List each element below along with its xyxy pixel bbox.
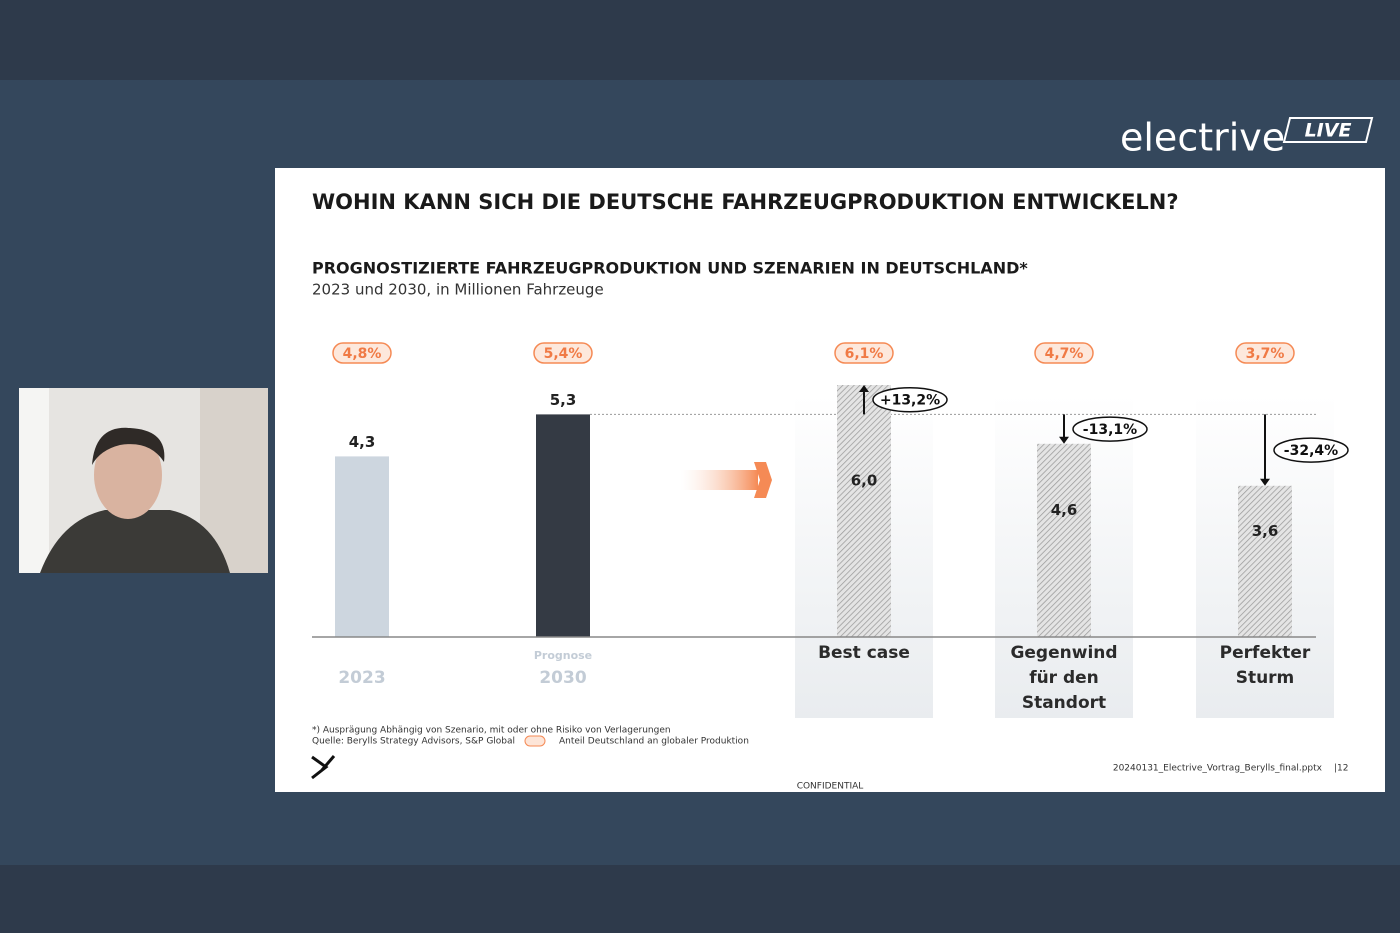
value-label: 6,0 <box>851 472 878 490</box>
share-label: 6,1% <box>845 346 884 362</box>
value-label: 4,3 <box>349 433 376 451</box>
legend-swatch <box>524 735 546 747</box>
value-label: 4,6 <box>1051 501 1078 519</box>
share-label: 3,7% <box>1246 346 1285 362</box>
change-label: +13,2% <box>880 393 940 409</box>
share-pill <box>1034 342 1094 364</box>
badge-text: LIVE <box>1305 120 1352 142</box>
category-note: Prognose <box>533 649 593 662</box>
file-name: 20240131_Electrive_Vortrag_Berylls_final… <box>1113 764 1323 774</box>
value-label: 3,6 <box>1252 522 1279 540</box>
badge: LIVE <box>1282 117 1374 143</box>
chart-title: PROGNOSTIZIERTE FAHRZEUGPRODUKTION UND S… <box>312 259 1028 278</box>
share-pill <box>533 342 593 364</box>
legend-label: Anteil Deutschland an globaler Produktio… <box>559 737 749 747</box>
footnote: *) Ausprägung Abhängig von Szenario, mit… <box>312 726 671 736</box>
share-label: 4,8% <box>343 346 382 362</box>
category-label: 2023 <box>338 668 386 688</box>
category-label: Best case <box>818 643 910 663</box>
category-label: Gegenwind für den Standort <box>1010 643 1118 713</box>
category-label: 2030 <box>539 668 587 688</box>
arrow-head <box>859 385 869 392</box>
change-badge <box>1072 416 1148 442</box>
share-label: 5,4% <box>544 346 583 362</box>
arrow-head <box>1260 478 1270 486</box>
bar <box>1037 443 1091 637</box>
bar <box>1238 485 1292 637</box>
arrow-head <box>1059 436 1069 444</box>
change-label: -32,4% <box>1284 443 1338 459</box>
change-label: -13,1% <box>1083 422 1137 438</box>
chart-subtitle: 2023 und 2030, in Millionen Fahrzeuge <box>312 281 604 299</box>
slide-title: WOHIN KANN SICH DIE DEUTSCHE FAHRZEUGPRO… <box>312 190 1179 214</box>
bar <box>837 385 891 637</box>
source: Quelle: Berylls Strategy Advisors, S&P G… <box>312 737 515 747</box>
bar <box>536 414 590 637</box>
change-badge <box>1273 437 1349 463</box>
value-label: 5,3 <box>550 391 577 409</box>
share-pill <box>332 342 392 364</box>
webcam <box>19 388 268 573</box>
bar <box>335 456 389 637</box>
logo <box>311 755 336 780</box>
share-pill <box>1235 342 1295 364</box>
category-label: Perfekter Sturm <box>1219 643 1311 688</box>
brand: electrive <box>1120 116 1285 160</box>
change-badge <box>872 386 948 413</box>
confidential: CONFIDENTIAL <box>797 782 864 792</box>
page-number: |12 <box>1334 764 1348 774</box>
share-label: 4,7% <box>1045 346 1084 362</box>
share-pill <box>834 342 894 364</box>
transition-arrow <box>680 462 772 498</box>
